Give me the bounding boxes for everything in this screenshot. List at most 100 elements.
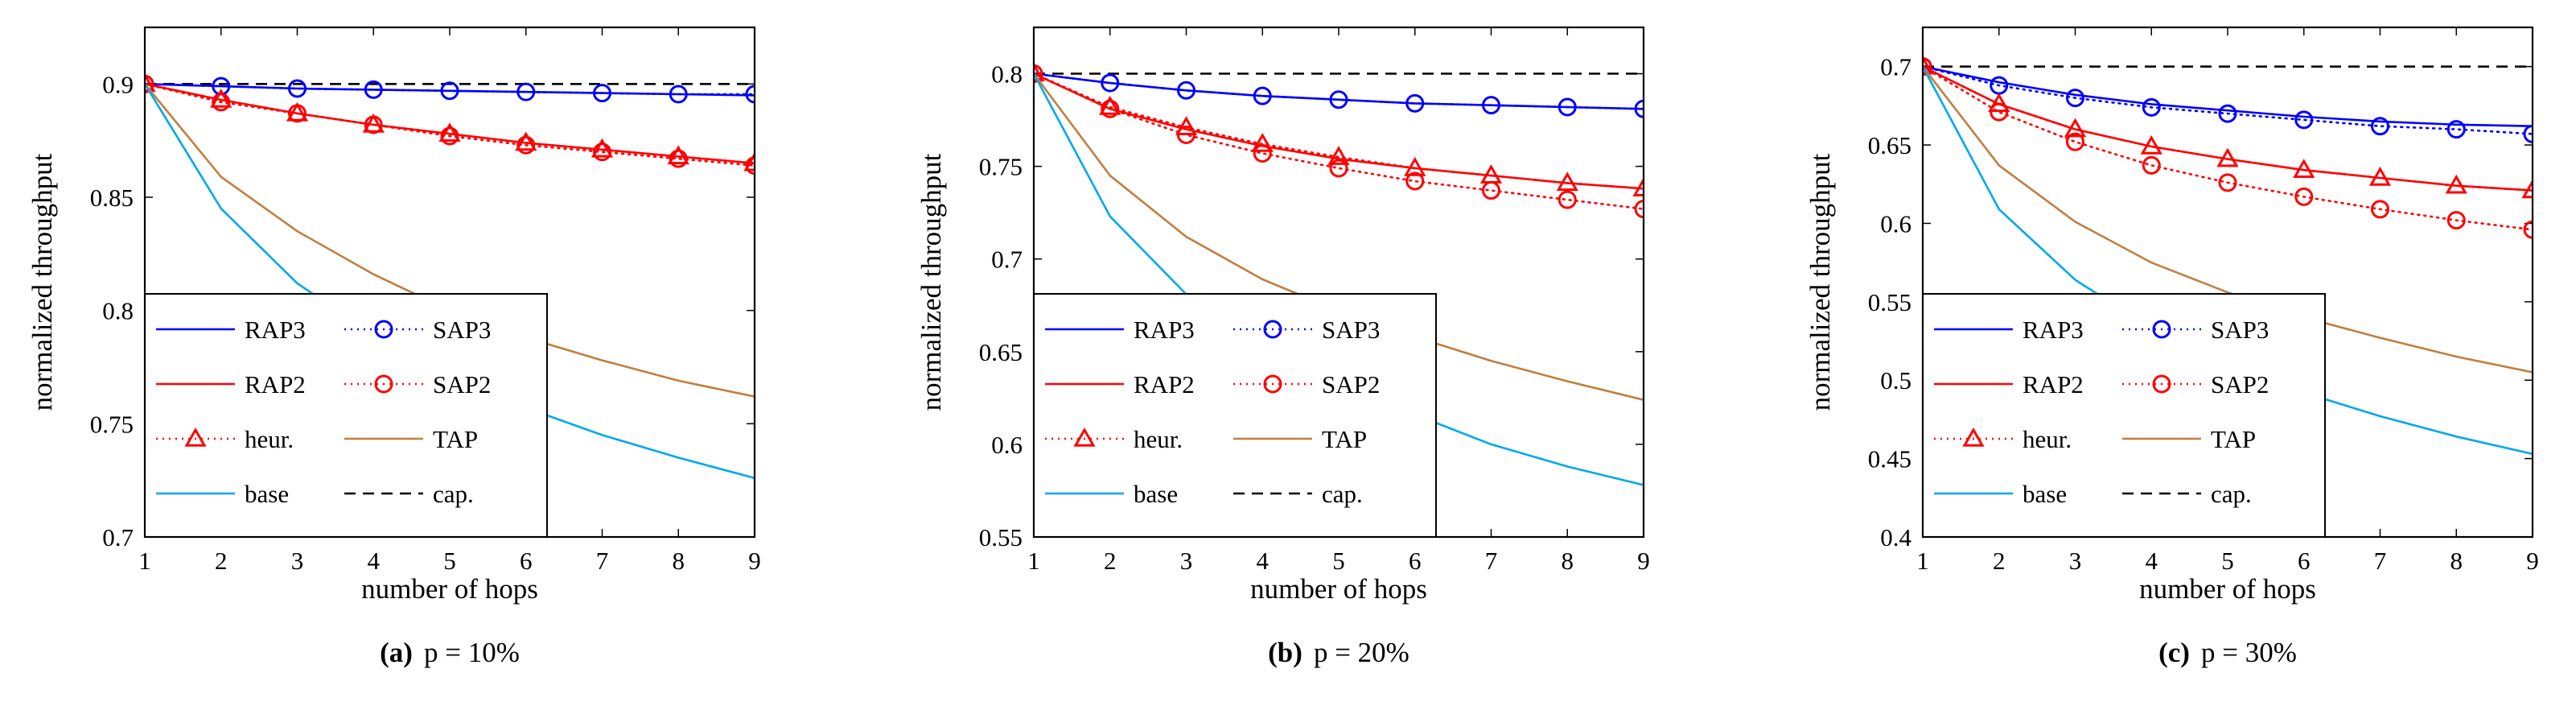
data-point-SAP3 [2066,89,2084,108]
y-tick-label: 0.7 [1880,53,1911,81]
data-point-SAP3 [2142,97,2161,117]
y-tick-label: 0.85 [90,184,134,212]
caption-label: (b) [1268,637,1302,668]
chart-panel-1: 1 2 3 4 5 6 7 8 9 0.7 0.75 0.8 0.85 0.9 RAP3 SAP3 RAP2 SA… [27,26,761,668]
legend-marker-SAP2 [2152,374,2171,394]
series-group [1923,55,2533,456]
x-tick-label: 6 [2298,547,2311,575]
legend-label-SAP2: SAP2 [433,370,491,398]
data-point-SAP3 [364,80,383,99]
data-point-SAP3 [1253,86,1272,105]
x-tick-label: 7 [596,547,609,575]
data-point-SAP3 [1482,96,1500,115]
series-line-SAP3 [1923,65,2533,135]
legend-label-SAP2: SAP2 [2211,370,2269,398]
legend-label-RAP3: RAP3 [245,316,306,344]
data-point-heur [1404,156,1426,176]
x-tick-label: 6 [1409,547,1422,575]
data-point-SAP3 [1405,93,1425,113]
legend-label-base: base [1134,480,1178,508]
x-tick-label: 1 [1916,547,1929,575]
data-point-heur [2216,147,2239,167]
y-tick-label: 0.8 [991,60,1023,89]
caption-math: p = 10% [424,637,520,668]
data-point-SAP2 [2142,155,2161,175]
data-point-SAP2 [1253,144,1272,163]
data-point-SAP2 [1034,64,1043,84]
caption-label: (a) [380,637,413,668]
y-tick-label: 0.65 [979,338,1023,366]
x-tick-label: 2 [1993,547,2006,575]
legend-label-heur: heur. [1134,425,1183,453]
y-tick-label: 0.9 [102,70,134,98]
legend-label-base: base [245,480,289,508]
series-line-RAP3 [1923,65,2533,127]
legend-label-SAP2: SAP2 [1322,370,1380,398]
data-point-SAP3 [1329,90,1348,109]
data-point-heur [667,145,689,165]
data-point-heur [515,131,537,151]
data-point-SAP3 [745,85,755,104]
legend-label-heur: heur. [2023,425,2072,453]
data-point-heur [2064,118,2087,138]
data-point-SAP2 [2371,200,2389,219]
data-point-SAP2 [2446,211,2466,230]
series-line-TAP [1923,65,2533,374]
data-point-SAP3 [2523,124,2533,143]
y-tick-label: 0.7 [102,523,134,551]
data-point-SAP2 [1405,171,1425,191]
x-tick-label: 3 [291,547,304,575]
legend: RAP3 SAP3 RAP2 SAP2 heur. TAP base cap. [1922,293,2326,538]
x-tick-label: 9 [1637,547,1650,575]
y-tick-label: 0.75 [979,153,1023,181]
y-tick-label: 0.55 [1868,288,1911,316]
data-point-SAP2 [669,149,688,168]
series-group [145,72,755,480]
series-line-SAP2 [145,83,755,167]
data-point-heur [743,151,755,171]
legend-label-TAP: TAP [1322,425,1367,453]
data-point-heur [591,138,614,158]
series-line-SAP2 [1923,65,2533,231]
legend: RAP3 SAP3 RAP2 SAP2 heur. TAP base cap. [1033,293,1437,538]
legend-marker-heur [1962,427,1985,447]
y-tick-label: 0.65 [1868,131,1911,159]
x-tick-label: 7 [1485,547,1498,575]
legend-label-TAP: TAP [2211,425,2256,453]
y-axis-label: normalized throughput [1804,153,1836,411]
data-point-SAP2 [2523,220,2533,239]
data-point-heur [145,72,156,93]
x-tick-label: 8 [2450,547,2463,575]
data-point-heur [2293,159,2315,178]
caption: (a) p = 10% [380,637,520,668]
data-point-heur [1632,177,1644,197]
legend-label-RAP2: RAP2 [245,370,306,398]
legend-label-RAP3: RAP3 [2023,316,2084,344]
data-point-SAP3 [669,85,688,104]
legend-box [1922,293,2326,538]
x-tick-label: 4 [1257,547,1269,575]
data-point-heur [1099,95,1121,115]
x-axis-label: number of hops [2139,573,2316,605]
legend-label-SAP3: SAP3 [1322,316,1380,344]
legend-marker-SAP2 [374,374,393,394]
y-tick-label: 0.45 [1868,445,1911,473]
x-tick-label: 2 [1104,547,1117,575]
data-point-SAP3 [288,79,307,98]
chart-panel-3: 1 2 3 4 5 6 7 8 9 0.4 0.45 0.5 0.55 0.6 0.65 0.7 RAP3 SAP… [1804,26,2539,668]
x-tick-label: 9 [748,547,761,575]
data-point-SAP2 [440,126,459,146]
legend-marker-heur [1073,427,1096,447]
y-tick-label: 0.75 [90,410,134,438]
data-point-SAP3 [1101,73,1120,93]
data-point-SAP3 [516,82,536,101]
series-line-SAP3 [1034,72,1644,110]
data-point-SAP3 [1634,99,1644,118]
data-point-SAP2 [745,156,755,176]
legend-label-heur: heur. [245,425,294,453]
data-point-SAP3 [440,81,459,101]
y-tick-label: 0.7 [991,246,1023,274]
x-axis-label: number of hops [361,573,538,605]
x-tick-label: 8 [1562,547,1574,575]
data-point-SAP2 [1634,200,1644,219]
